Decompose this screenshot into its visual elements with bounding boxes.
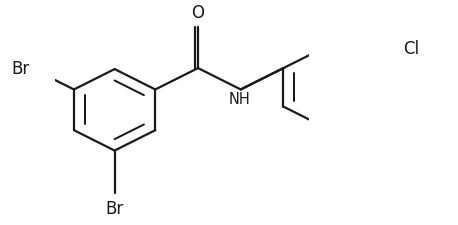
Text: Br: Br	[105, 199, 124, 217]
Text: O: O	[191, 4, 205, 22]
Text: Cl: Cl	[403, 40, 420, 58]
Text: NH: NH	[229, 91, 251, 106]
Text: Br: Br	[11, 60, 29, 78]
